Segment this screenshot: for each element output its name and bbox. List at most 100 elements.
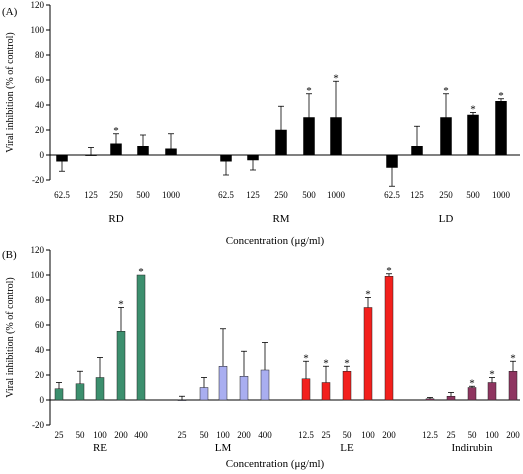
y-tick-label: 80 — [35, 50, 45, 60]
x-tick-label: 1000 — [327, 190, 346, 200]
x-tick-label: 25 — [447, 430, 457, 440]
bar — [95, 377, 105, 401]
x-tick-label: 62.5 — [384, 190, 400, 200]
bar — [330, 117, 342, 156]
bar — [116, 331, 126, 401]
bar — [85, 154, 97, 156]
x-tick-label: 250 — [274, 190, 288, 200]
significance-marker: * — [303, 352, 309, 364]
bar-group-RE: 25 50 100 * 200 * 400 RE — [55, 266, 149, 454]
bar — [508, 371, 518, 401]
y-tick-label: 120 — [31, 245, 45, 255]
x-tick-label: 12.5 — [298, 430, 314, 440]
bar — [467, 114, 479, 156]
y-tick-label: 0 — [40, 150, 45, 160]
significance-marker: * — [118, 299, 124, 311]
bar — [218, 366, 228, 401]
bar — [495, 101, 507, 156]
x-tick-label: 500 — [136, 190, 150, 200]
y-tick-label: 60 — [35, 320, 45, 330]
significance-marker: * — [489, 369, 495, 381]
x-tick-label: 25 — [178, 430, 188, 440]
group-label: LD — [439, 213, 454, 225]
y-tick-label: 100 — [31, 270, 45, 280]
bar — [411, 146, 423, 156]
x-tick-label: 50 — [200, 430, 210, 440]
x-tick-label: 1000 — [162, 190, 181, 200]
bar — [303, 117, 315, 156]
x-tick-label: 200 — [237, 430, 251, 440]
bar — [220, 154, 232, 162]
bar — [136, 274, 146, 401]
x-tick-label: 250 — [109, 190, 123, 200]
bar — [384, 276, 394, 401]
bar — [239, 376, 249, 401]
significance-marker: * — [386, 265, 392, 277]
group-label: LE — [340, 442, 354, 454]
panel-label: (A) — [2, 6, 18, 18]
bar — [165, 148, 177, 156]
x-axis-title: Concentration (μg/ml) — [226, 235, 325, 247]
bar — [363, 307, 373, 401]
y-tick-label: 20 — [35, 370, 45, 380]
x-tick-label: 100 — [361, 430, 375, 440]
x-tick-label: 200 — [114, 430, 128, 440]
bar — [487, 382, 497, 401]
x-tick-label: 12.5 — [422, 430, 438, 440]
panel-label: (B) — [2, 249, 17, 261]
group-label: RE — [93, 442, 107, 454]
group-label: Indirubin — [452, 442, 493, 454]
bar — [260, 369, 270, 401]
y-axis-title: Viral inhibition (% of control) — [5, 32, 16, 152]
significance-marker: * — [470, 104, 476, 116]
y-tick-label: 60 — [35, 75, 45, 85]
significance-marker: * — [323, 357, 329, 369]
x-tick-label: 250 — [439, 190, 453, 200]
chart-panel-0: -20 0 20 40 60 80 100 120 Viral inhibition (% of… — [2, 0, 520, 247]
x-tick-label: 62.5 — [54, 190, 70, 200]
chart-panel-1: -20 0 20 40 60 80 100 120 Viral inhibition (% of… — [2, 245, 520, 470]
bar — [275, 129, 287, 156]
significance-marker: * — [510, 352, 516, 364]
x-tick-label: 400 — [258, 430, 272, 440]
bar-group-LM: 25 50 100 200 400 LM — [177, 328, 272, 454]
bar — [247, 154, 259, 161]
bar — [301, 378, 311, 401]
x-tick-label: 200 — [506, 430, 520, 440]
x-tick-label: 200 — [382, 430, 396, 440]
bar — [54, 388, 64, 401]
bar — [342, 371, 352, 401]
x-tick-label: 400 — [134, 430, 148, 440]
bar — [110, 143, 122, 156]
y-tick-label: 100 — [31, 25, 45, 35]
significance-marker: * — [306, 85, 312, 97]
y-axis-title: Viral inhibition (% of control) — [5, 277, 16, 397]
x-tick-label: 125 — [410, 190, 424, 200]
x-tick-label: 500 — [302, 190, 316, 200]
bar — [177, 399, 187, 401]
x-tick-label: 50 — [343, 430, 353, 440]
x-tick-label: 100 — [93, 430, 107, 440]
significance-marker: * — [469, 377, 475, 389]
significance-marker: * — [365, 289, 371, 301]
bar — [425, 398, 435, 401]
x-tick-label: 50 — [76, 430, 86, 440]
x-tick-label: 125 — [246, 190, 260, 200]
bar — [467, 387, 477, 401]
bar — [56, 154, 68, 162]
x-tick-label: 1000 — [492, 190, 511, 200]
bar-group-RD: 62.5 125 * 250 500 1000 RD — [54, 125, 180, 225]
bar — [321, 382, 331, 401]
bar — [75, 383, 85, 401]
x-axis-title: Concentration (μg/ml) — [226, 458, 325, 470]
y-tick-label: 120 — [31, 0, 45, 10]
bar-group-Indirubin: 12.5 25 * 50 * 100 * 200 Indirubin — [422, 352, 520, 454]
bar — [446, 396, 456, 401]
bar — [137, 146, 149, 156]
significance-marker: * — [443, 85, 449, 97]
group-label: RM — [272, 213, 289, 225]
bar-group-RM: 62.5 125 250 * 500 * 1000 RM — [218, 72, 345, 225]
y-tick-label: 40 — [35, 345, 45, 355]
y-tick-label: 80 — [35, 295, 45, 305]
